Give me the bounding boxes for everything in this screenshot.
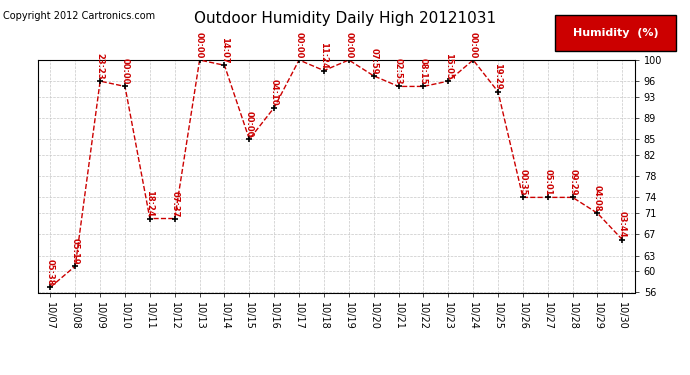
Text: 04:10: 04:10 <box>270 80 279 106</box>
Text: 00:00: 00:00 <box>121 58 130 85</box>
Text: 05:19: 05:19 <box>71 238 80 264</box>
Text: 05:01: 05:01 <box>543 169 552 196</box>
Text: 07:59: 07:59 <box>369 48 378 74</box>
Text: 00:00: 00:00 <box>195 32 204 58</box>
Text: 02:53: 02:53 <box>394 58 403 85</box>
Text: 00:00: 00:00 <box>295 32 304 58</box>
Text: 00:00: 00:00 <box>344 32 353 58</box>
Text: 04:08: 04:08 <box>593 185 602 211</box>
Text: 09:29: 09:29 <box>568 169 577 196</box>
Text: 11:24: 11:24 <box>319 42 328 69</box>
Text: 00:00: 00:00 <box>469 32 477 58</box>
Text: 19:29: 19:29 <box>493 63 502 90</box>
Text: Outdoor Humidity Daily High 20121031: Outdoor Humidity Daily High 20121031 <box>194 11 496 26</box>
Text: 14:07: 14:07 <box>220 37 229 64</box>
Text: 15:05: 15:05 <box>444 53 453 80</box>
Text: 00:35: 00:35 <box>518 169 527 196</box>
Text: 23:23: 23:23 <box>96 53 105 80</box>
Text: Copyright 2012 Cartronics.com: Copyright 2012 Cartronics.com <box>3 11 155 21</box>
Text: 07:37: 07:37 <box>170 190 179 217</box>
Text: 18:24: 18:24 <box>146 190 155 217</box>
Text: Humidity  (%): Humidity (%) <box>573 28 659 38</box>
Text: 05:38: 05:38 <box>46 259 55 286</box>
Text: 08:15: 08:15 <box>419 58 428 85</box>
Text: 03:44: 03:44 <box>618 211 627 238</box>
Text: 00:00: 00:00 <box>245 111 254 138</box>
